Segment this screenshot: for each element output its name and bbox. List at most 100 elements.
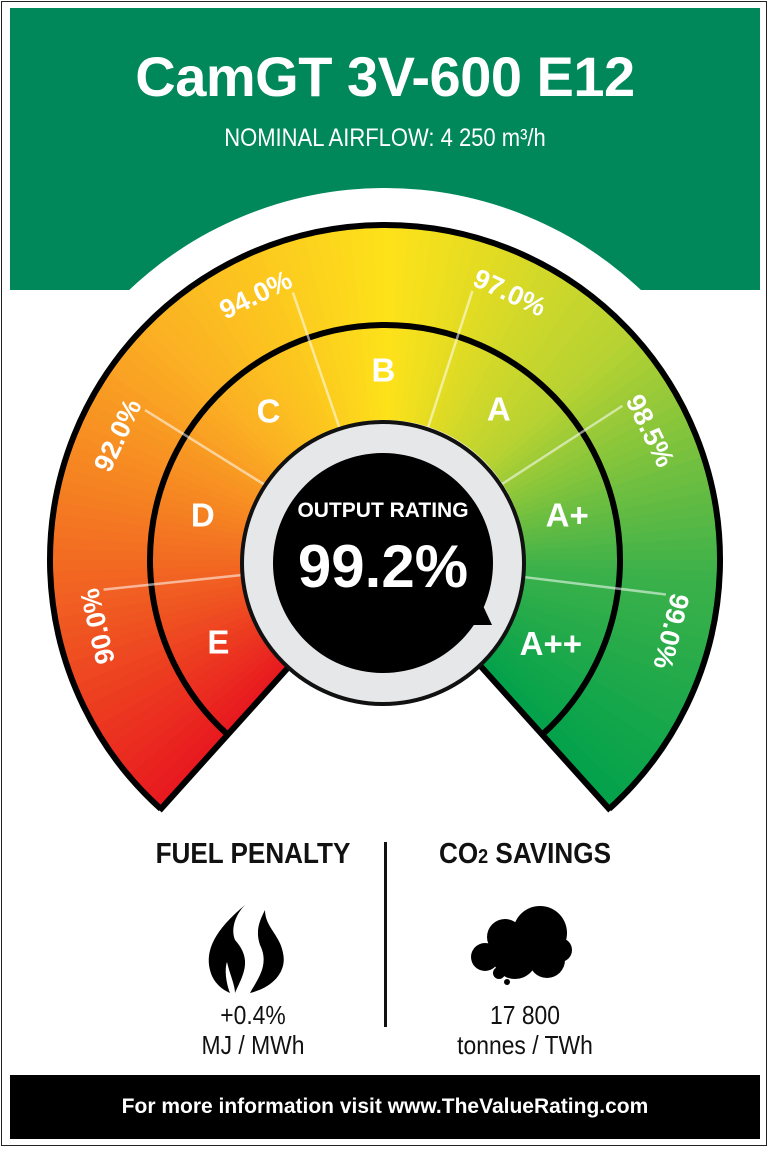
co2-subscript: 2 <box>478 846 489 868</box>
gauge-wedge <box>150 660 292 809</box>
gauge-wedge <box>489 335 644 471</box>
gauge-wedge <box>423 237 491 428</box>
gauge-wedge <box>178 287 304 450</box>
output-rating-value: 99.2% <box>298 533 468 600</box>
gauge-wedge <box>488 649 642 786</box>
gauge-wedge <box>292 234 353 426</box>
gauge-wedge <box>62 454 253 522</box>
gauge-wedge <box>144 317 289 463</box>
co2-prefix: CO <box>439 838 479 870</box>
co2-savings-heading: CO2 SAVINGS <box>390 838 660 871</box>
grade-label-b: B <box>371 352 395 389</box>
gauge-wedge <box>503 382 677 491</box>
gauge-wedge <box>59 465 251 527</box>
fuel-penalty-heading: FUEL PENALTY <box>155 838 351 870</box>
gauge-wedge <box>482 319 628 464</box>
cloud-icon <box>471 906 572 985</box>
gauge-wedge <box>160 301 296 456</box>
gauge-wedge <box>520 478 714 532</box>
gauge-wedge <box>455 269 565 442</box>
gauge-wedge <box>89 390 265 495</box>
gauge-wedge <box>522 501 718 542</box>
gauge-wedge <box>510 616 692 709</box>
gauge-wedge <box>59 592 251 653</box>
gauge-wedge <box>497 638 663 759</box>
footer-info: For more information visit www.TheValueR… <box>10 1075 760 1139</box>
product-title: CamGT 3V-600 E12 <box>135 45 635 108</box>
gauge-wedge <box>248 248 334 433</box>
gauge-wedge <box>112 641 275 767</box>
gauge-wedge <box>500 634 670 750</box>
gauge-wedge <box>121 342 279 474</box>
gauge-wedge <box>491 646 649 778</box>
gauge-wedge <box>494 642 657 769</box>
threshold-tick <box>144 408 267 487</box>
bubble-tail <box>455 595 492 625</box>
gauge-wedge <box>492 344 651 475</box>
gauge-wedge <box>197 274 312 444</box>
grade-label-c: C <box>257 392 281 429</box>
fuel-penalty-unit: MJ / MWh <box>201 1030 305 1060</box>
gauge-wedge <box>519 593 711 655</box>
gauge-wedge <box>52 578 248 619</box>
gauge-wedge <box>134 652 285 793</box>
gauge-wedge <box>303 231 357 425</box>
gauge-wedge <box>207 268 316 442</box>
output-rating-label: OUTPUT RATING <box>297 499 468 522</box>
gauge-wedge <box>74 421 258 508</box>
gauge-wedge <box>512 612 696 699</box>
co2-savings-unit: tonnes / TWh <box>457 1030 593 1060</box>
gauge-wedge <box>471 296 603 454</box>
gauge-wedge <box>69 606 256 686</box>
gauge-wedge <box>478 311 620 460</box>
gauge-wedge <box>485 327 636 468</box>
gauge-wedge <box>459 275 575 445</box>
gauge-wedge <box>516 603 704 677</box>
gauge-wedge <box>326 227 367 423</box>
grade-label-e: E <box>207 624 229 661</box>
gauge-wedge <box>503 630 676 740</box>
gauge-wedge <box>238 253 329 435</box>
gauge-wedge <box>467 288 594 451</box>
grade-label-aplusplus: A++ <box>520 625 582 662</box>
column-divider <box>384 842 387 1027</box>
gauge-wedge <box>463 282 584 448</box>
gauge-wedge <box>428 241 502 429</box>
gauge-wedge <box>142 656 288 801</box>
gauge-wedge <box>418 234 480 426</box>
gauge-wedge <box>521 490 716 537</box>
gauge-wedge <box>259 244 339 431</box>
gauge-wedge <box>126 649 281 785</box>
threshold-tick <box>291 292 341 429</box>
gauge-wedge <box>94 380 267 490</box>
gauge-wedge <box>119 645 278 776</box>
gauge-wedge <box>107 361 273 482</box>
gauge-wedge <box>99 633 269 748</box>
gauge-wedge <box>518 456 708 523</box>
gauge-wedge <box>437 249 524 433</box>
gauge-wedge <box>100 370 270 486</box>
gauge-wedge <box>510 413 692 504</box>
gauge-wedge <box>517 598 708 666</box>
gauge-wedge <box>78 616 260 707</box>
gauge-wedge <box>62 597 252 664</box>
gauge-wedge <box>512 423 697 509</box>
gauge-wedge <box>516 445 705 518</box>
gauge-wedge <box>481 657 626 803</box>
gauge-wedge <box>485 653 634 795</box>
gauge-wedge <box>514 434 701 514</box>
gauge-wedge <box>508 621 687 720</box>
gauge-wedge <box>56 588 250 642</box>
gauge-wedge <box>432 245 513 431</box>
gauge-wedge <box>281 237 348 427</box>
gauge-wedge <box>474 303 611 457</box>
gauge-wedge <box>506 392 682 496</box>
gauge-wedge <box>93 629 267 738</box>
gauge-wedge <box>113 351 276 478</box>
gauge-wedge <box>498 363 665 483</box>
threshold-tick <box>501 404 624 485</box>
gauge-wedge <box>82 620 262 718</box>
gauge-wedge <box>70 432 256 513</box>
flame-icon <box>208 905 284 993</box>
